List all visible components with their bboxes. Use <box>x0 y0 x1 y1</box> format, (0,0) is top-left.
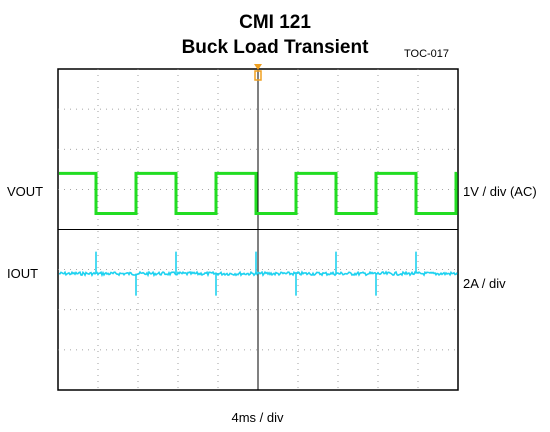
iout-scale-label: 2A / div <box>463 276 506 291</box>
vout-scale-label: 1V / div (AC) <box>463 184 537 199</box>
chart-title: CMI 121 <box>239 12 311 33</box>
scope-grid <box>57 64 459 391</box>
figure-id: TOC-017 <box>404 48 450 60</box>
vout-channel-label: VOUT <box>7 184 44 199</box>
iout-channel-label: IOUT <box>7 266 39 281</box>
time-scale-label: 4ms / div <box>231 410 284 425</box>
trigger-marker-box <box>254 70 262 81</box>
iout-trace <box>59 171 458 215</box>
trigger-marker <box>254 64 262 70</box>
scope-traces <box>58 171 458 296</box>
vout-trace <box>58 270 458 278</box>
chart-subtitle: Buck Load Transient <box>181 37 369 58</box>
